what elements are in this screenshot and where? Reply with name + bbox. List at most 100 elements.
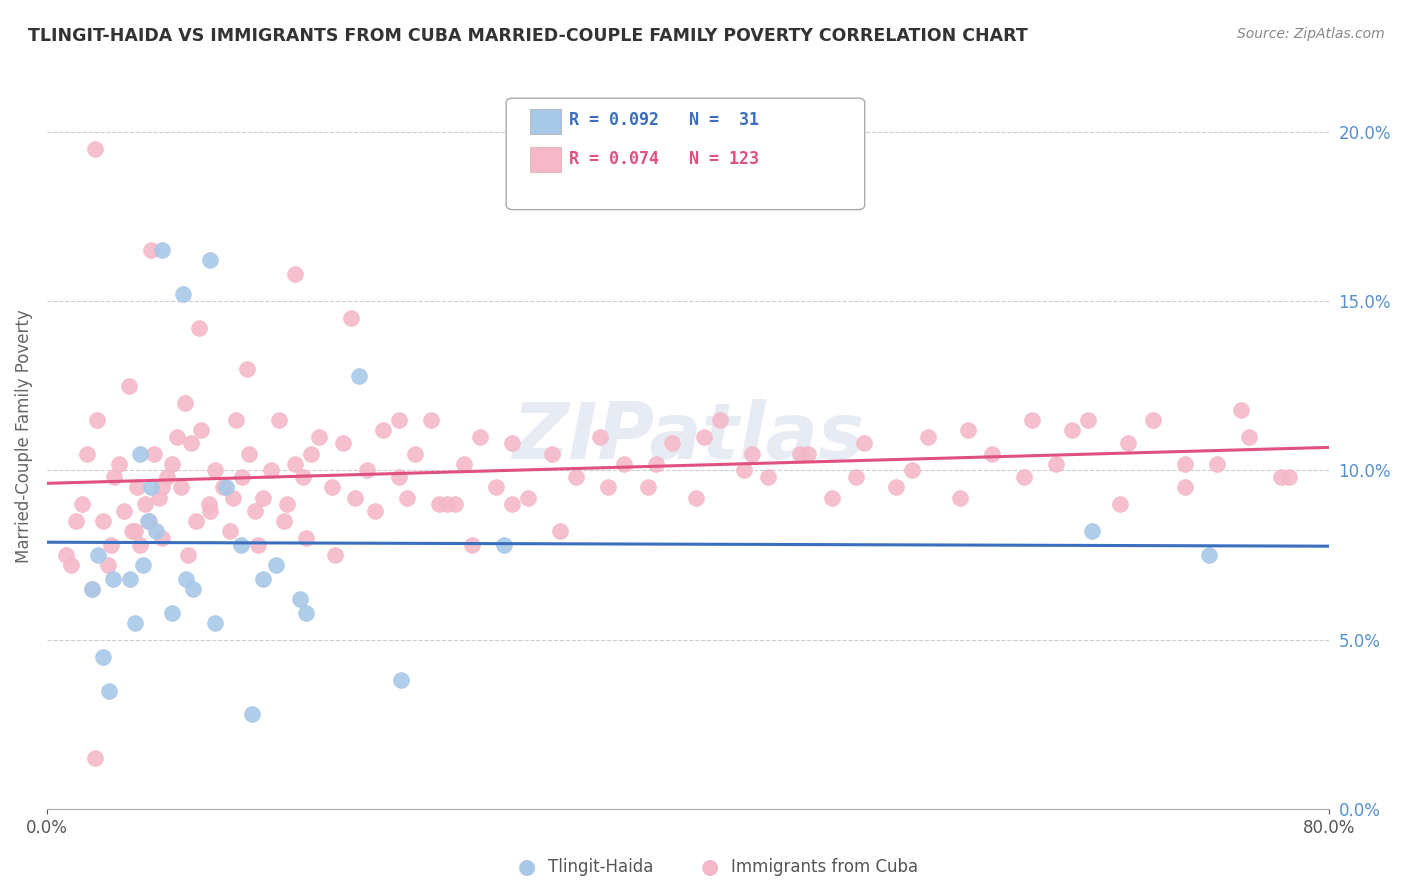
Point — [112, 504, 135, 518]
Point — [236, 362, 259, 376]
Point — [853, 436, 876, 450]
Point — [661, 436, 683, 450]
Point — [181, 582, 204, 596]
Point — [125, 480, 148, 494]
Point — [222, 491, 245, 505]
Point — [145, 524, 167, 539]
Point — [332, 436, 354, 450]
Point — [260, 463, 283, 477]
Point — [139, 244, 162, 258]
Point — [139, 480, 162, 494]
Point — [321, 480, 343, 494]
Point — [1174, 480, 1197, 494]
Point — [160, 457, 183, 471]
Point — [215, 480, 238, 494]
Point — [150, 531, 173, 545]
Point — [404, 446, 426, 460]
Point — [284, 267, 307, 281]
Point — [86, 412, 108, 426]
Point — [276, 497, 298, 511]
Point — [1270, 470, 1292, 484]
Point — [84, 751, 107, 765]
Point — [184, 514, 207, 528]
Point — [388, 470, 411, 484]
Point — [756, 470, 779, 484]
Point — [150, 480, 173, 494]
Point — [173, 395, 195, 409]
Point — [396, 491, 419, 505]
Point — [388, 412, 411, 426]
Point — [295, 606, 318, 620]
Point — [1080, 524, 1102, 539]
Point — [231, 470, 253, 484]
Point — [1142, 412, 1164, 426]
Text: Source: ZipAtlas.com: Source: ZipAtlas.com — [1237, 27, 1385, 41]
Point — [596, 480, 619, 494]
Point — [148, 491, 170, 505]
Point — [284, 457, 307, 471]
Point — [245, 504, 267, 518]
Point — [117, 379, 139, 393]
Point — [138, 514, 160, 528]
Point — [797, 446, 820, 460]
Point — [225, 412, 247, 426]
Point — [1077, 412, 1099, 426]
Text: ZIPatlas: ZIPatlas — [512, 399, 863, 475]
Point — [789, 446, 811, 460]
Point — [444, 497, 467, 511]
Point — [197, 497, 219, 511]
Point — [100, 538, 122, 552]
Point — [174, 572, 197, 586]
Point — [613, 457, 636, 471]
Point — [292, 470, 315, 484]
Point — [218, 524, 240, 539]
Point — [1021, 412, 1043, 426]
Point — [349, 368, 371, 383]
Point — [460, 538, 482, 552]
Point — [492, 538, 515, 552]
Point — [190, 423, 212, 437]
Point — [1237, 429, 1260, 443]
Point — [80, 582, 103, 596]
Point — [247, 538, 270, 552]
Point — [134, 497, 156, 511]
Point — [373, 423, 395, 437]
Point — [299, 446, 322, 460]
Text: R = 0.092   N =  31: R = 0.092 N = 31 — [569, 112, 759, 129]
Point — [685, 491, 707, 505]
Point — [273, 514, 295, 528]
Point — [121, 524, 143, 539]
Point — [548, 524, 571, 539]
Point — [177, 548, 200, 562]
Point — [295, 531, 318, 545]
Point — [136, 514, 159, 528]
Text: Tlingit-Haida: Tlingit-Haida — [548, 858, 654, 876]
Point — [845, 470, 868, 484]
Point — [108, 457, 131, 471]
Point — [429, 497, 451, 511]
Text: R = 0.074   N = 123: R = 0.074 N = 123 — [569, 150, 759, 168]
Point — [364, 504, 387, 518]
Point — [97, 558, 120, 573]
Point — [238, 446, 260, 460]
Point — [98, 683, 121, 698]
Point — [516, 491, 538, 505]
Point — [180, 436, 202, 450]
Point — [420, 412, 443, 426]
Point — [436, 497, 458, 511]
Point — [128, 446, 150, 460]
Point — [59, 558, 82, 573]
Point — [1174, 457, 1197, 471]
Point — [957, 423, 980, 437]
Point — [240, 707, 263, 722]
Point — [103, 470, 125, 484]
Point — [741, 446, 763, 460]
Point — [1229, 402, 1251, 417]
Point — [389, 673, 412, 688]
Point — [70, 497, 93, 511]
Point — [204, 463, 226, 477]
Point — [80, 582, 103, 596]
Point — [288, 592, 311, 607]
Point — [252, 491, 274, 505]
Point — [1278, 470, 1301, 484]
